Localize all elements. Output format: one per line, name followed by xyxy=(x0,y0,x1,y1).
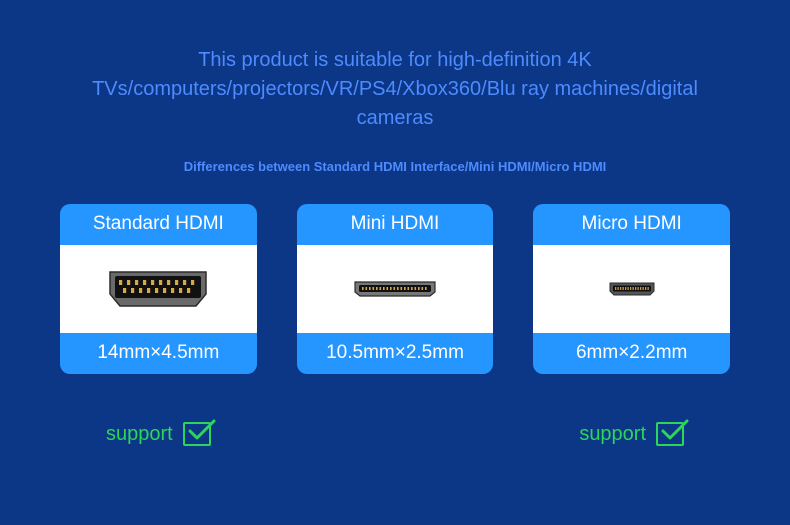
supports-row: support support xyxy=(0,422,790,446)
support-label: support xyxy=(579,423,646,446)
support-label: support xyxy=(106,423,173,446)
connector-mini-icon xyxy=(297,245,494,333)
cards-row: Standard HDMI 14mm×4.5mm Mini HDMI xyxy=(0,204,790,374)
card-dimension: 10.5mm×2.5mm xyxy=(297,333,494,374)
card-micro-hdmi: Micro HDMI 6mm×2.2mm xyxy=(533,204,730,374)
card-dimension: 14mm×4.5mm xyxy=(60,333,257,374)
card-mini-hdmi: Mini HDMI 10.5mm×2.5mm xyxy=(297,204,494,374)
checkmark-icon xyxy=(656,422,684,446)
connector-micro-icon xyxy=(533,245,730,333)
card-title: Mini HDMI xyxy=(297,204,494,245)
heading-text: This product is suitable for high-defini… xyxy=(0,0,790,133)
support-standard: support xyxy=(60,422,257,446)
connector-standard-icon xyxy=(60,245,257,333)
card-standard-hdmi: Standard HDMI 14mm×4.5mm xyxy=(60,204,257,374)
support-micro: support xyxy=(533,422,730,446)
checkmark-icon xyxy=(183,422,211,446)
support-mini-empty xyxy=(297,422,494,446)
card-title: Micro HDMI xyxy=(533,204,730,245)
card-dimension: 6mm×2.2mm xyxy=(533,333,730,374)
card-title: Standard HDMI xyxy=(60,204,257,245)
subheading-text: Differences between Standard HDMI Interf… xyxy=(0,159,790,174)
